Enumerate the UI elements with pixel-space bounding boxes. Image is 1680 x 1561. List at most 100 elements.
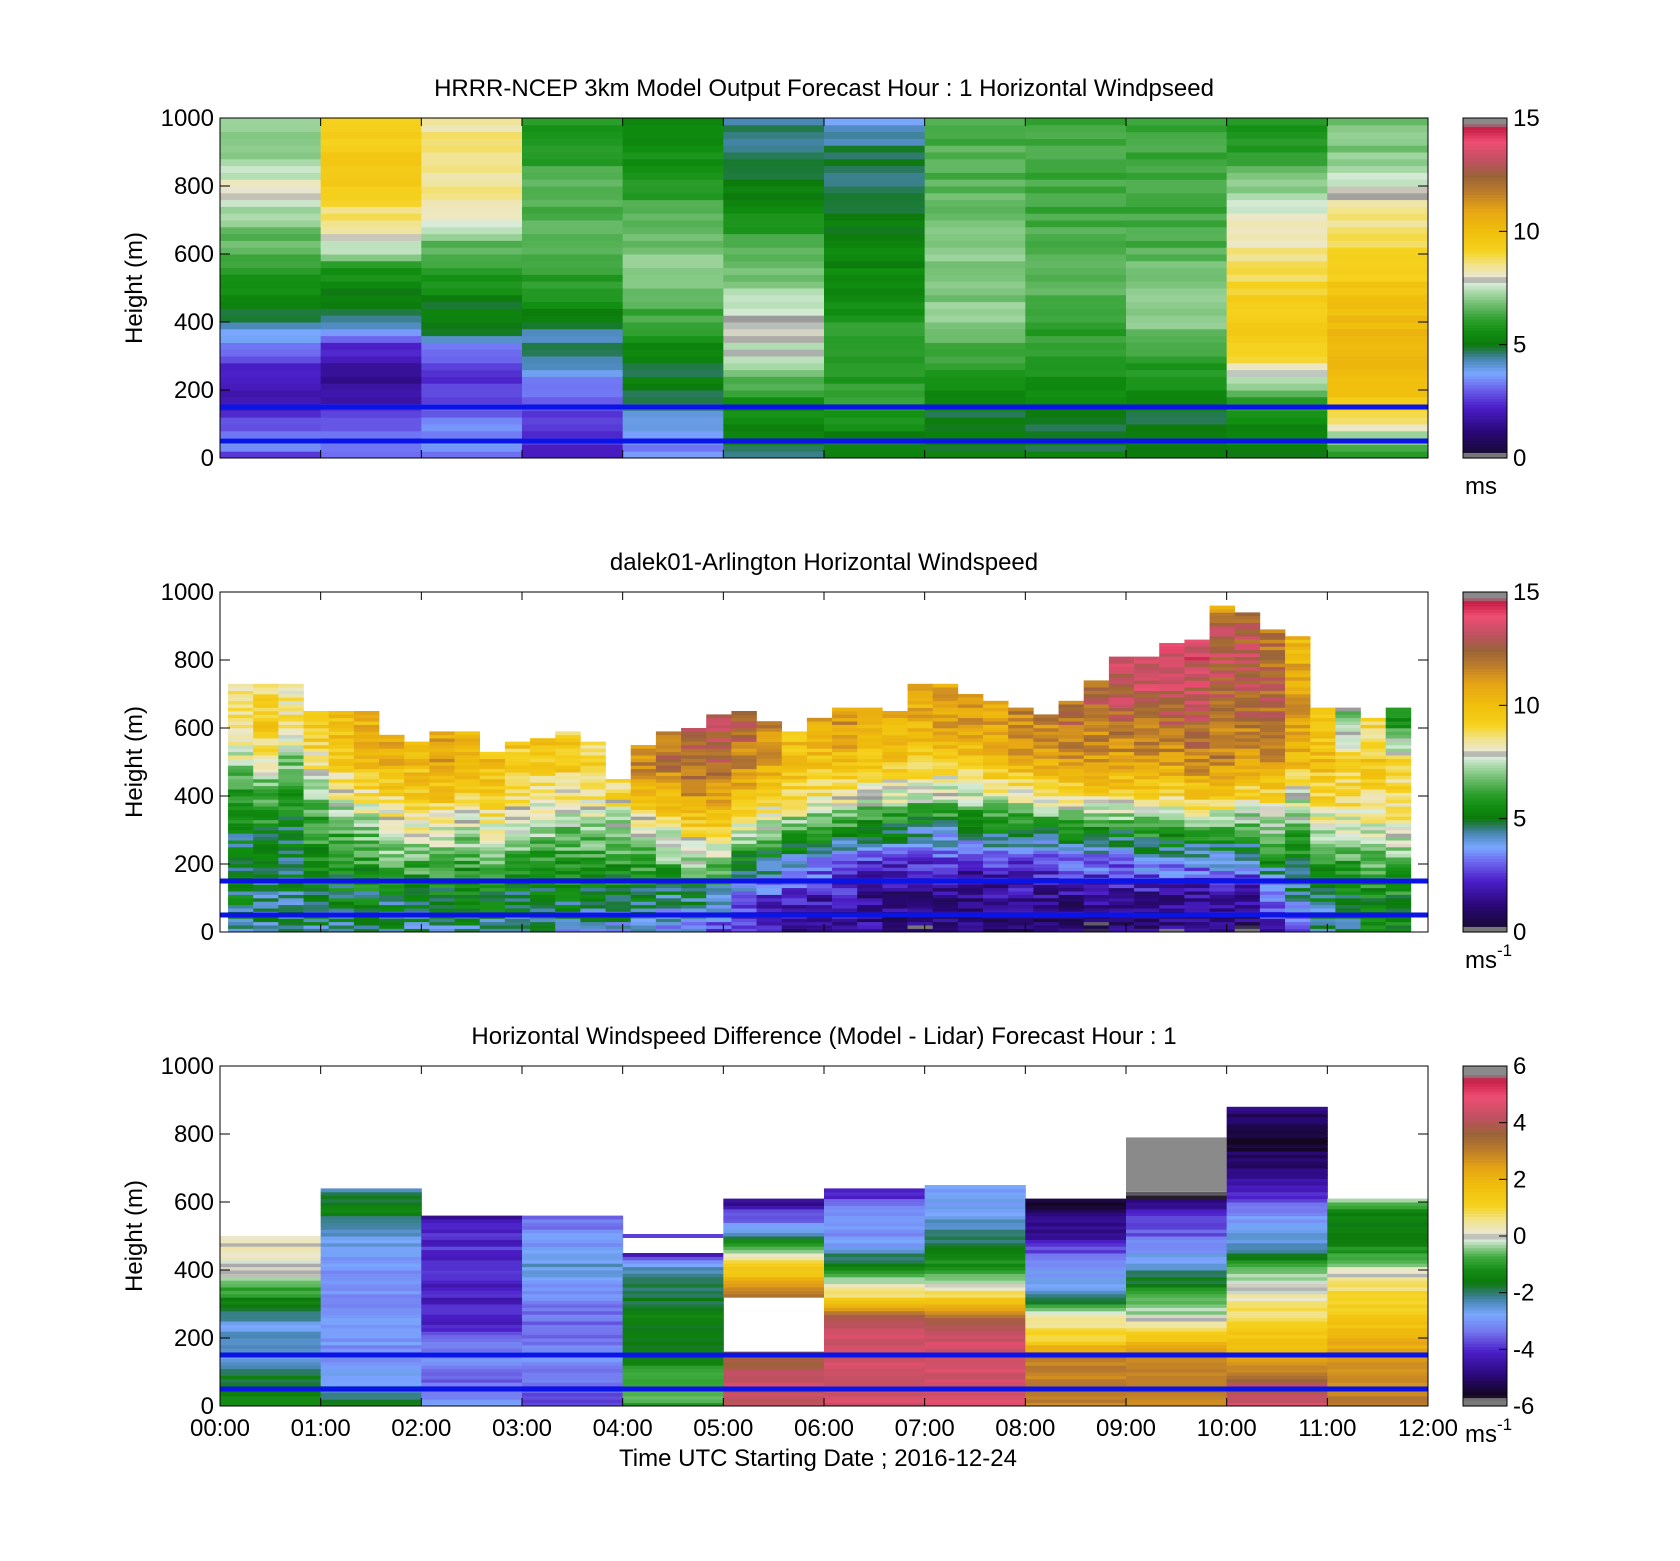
lidar-cell [907,806,934,810]
diff-cell [421,1321,523,1325]
lidar-cell [1385,904,1412,909]
lidar-cell [1184,799,1210,804]
lidar-cell [504,898,531,902]
lidar-cell [404,898,430,902]
heatmap-cell [723,335,825,343]
lidar-cell [806,887,833,892]
lidar-cell [907,813,934,817]
heatmap-cell [1025,328,1127,337]
diff-cell [924,1368,1026,1373]
diff-cell [320,1198,422,1203]
lidar-cell [1209,806,1236,810]
heatmap-cell [1025,172,1127,180]
lidar-cell [1360,840,1387,844]
lidar-cell [1033,806,1059,810]
diff-cell [1025,1242,1127,1247]
heatmap-cell [421,362,523,371]
heatmap-cell [1126,362,1228,371]
lidar-cell [1310,847,1336,851]
lidar-cell [605,843,632,848]
colorbar-tick-label: 15 [1513,105,1540,132]
diff-cell [421,1297,523,1302]
lidar-cell [1285,683,1311,688]
diff-cell [1226,1270,1328,1274]
lidar-cell [655,823,682,827]
lidar-cell [605,870,632,875]
heatmap-cell [1327,226,1428,235]
colorbar-swatch [1463,1250,1507,1254]
diff-cell [220,1259,322,1264]
lidar-cell [1385,772,1412,776]
heatmap-cell [421,240,523,248]
lidar-cell [228,779,254,783]
heatmap-cell [1025,294,1127,303]
diff-cell [622,1283,724,1288]
diff-cell [622,1375,724,1380]
diff-cell [421,1249,523,1254]
lidar-cell [1259,680,1286,685]
heatmap-cell [421,322,523,330]
lidar-cell [731,717,757,722]
lidar-cell [1083,840,1110,844]
lidar-cell [404,843,430,848]
heatmap-cell [723,145,825,153]
lidar-cell [1058,891,1085,895]
lidar-cell [806,921,833,926]
lidar-cell [580,874,606,878]
colorbar-swatch [1463,251,1507,255]
lidar-cell [228,755,254,759]
lidar-cell [882,772,908,776]
lidar-cell [1209,789,1236,793]
lidar-cell [655,813,682,817]
heatmap-cell [1126,369,1228,377]
lidar-cell [404,874,430,878]
heatmap-cell [824,396,926,405]
lidar-cell [1184,724,1210,729]
heatmap-cell [1226,240,1328,248]
lidar-cell [555,813,581,817]
heatmap-cell [622,315,724,323]
diff-cell [421,1338,523,1342]
colorbar-swatch [1463,1301,1507,1305]
lidar-cell [1184,751,1210,756]
lidar-cell [1033,724,1059,729]
diff-cell [522,1331,624,1336]
heatmap-cell [220,342,322,350]
lidar-cell [857,789,883,793]
diff-cell [824,1195,926,1200]
diff-line [622,1234,724,1238]
diff-cell [320,1399,422,1404]
lidar-cell [1008,867,1034,872]
lidar-cell [932,928,959,932]
lidar-cell [983,721,1009,725]
diff-cell [1327,1202,1428,1206]
lidar-cell [832,908,858,912]
diff-cell [1126,1300,1228,1305]
lidar-cell [1234,925,1261,929]
lidar-cell [429,901,455,906]
lidar-cell [1310,789,1336,793]
lidar-cell [681,782,707,787]
lidar-cell [278,717,304,722]
lidar-cell [1209,687,1236,691]
lidar-cell [1259,707,1286,712]
heatmap-cell [1025,281,1127,289]
lidar-cell [429,921,455,926]
heatmap-cell [421,342,523,350]
heatmap-cell [924,186,1026,194]
diff-cell [924,1283,1026,1288]
lidar-cell [1234,779,1261,783]
lidar-cell [479,809,506,814]
lidar-cell [278,816,304,821]
lidar-cell [832,830,858,834]
colorbar-unit: ms [1465,473,1497,500]
lidar-cell [1385,785,1412,790]
lidar-cell [957,768,984,773]
lidar-cell [504,806,531,810]
lidar-cell [530,775,556,780]
lidar-cell [1184,704,1210,708]
lidar-cell [1234,891,1261,895]
diff-cell [320,1378,422,1383]
lidar-cell [756,796,783,800]
lidar-cell [555,802,581,807]
